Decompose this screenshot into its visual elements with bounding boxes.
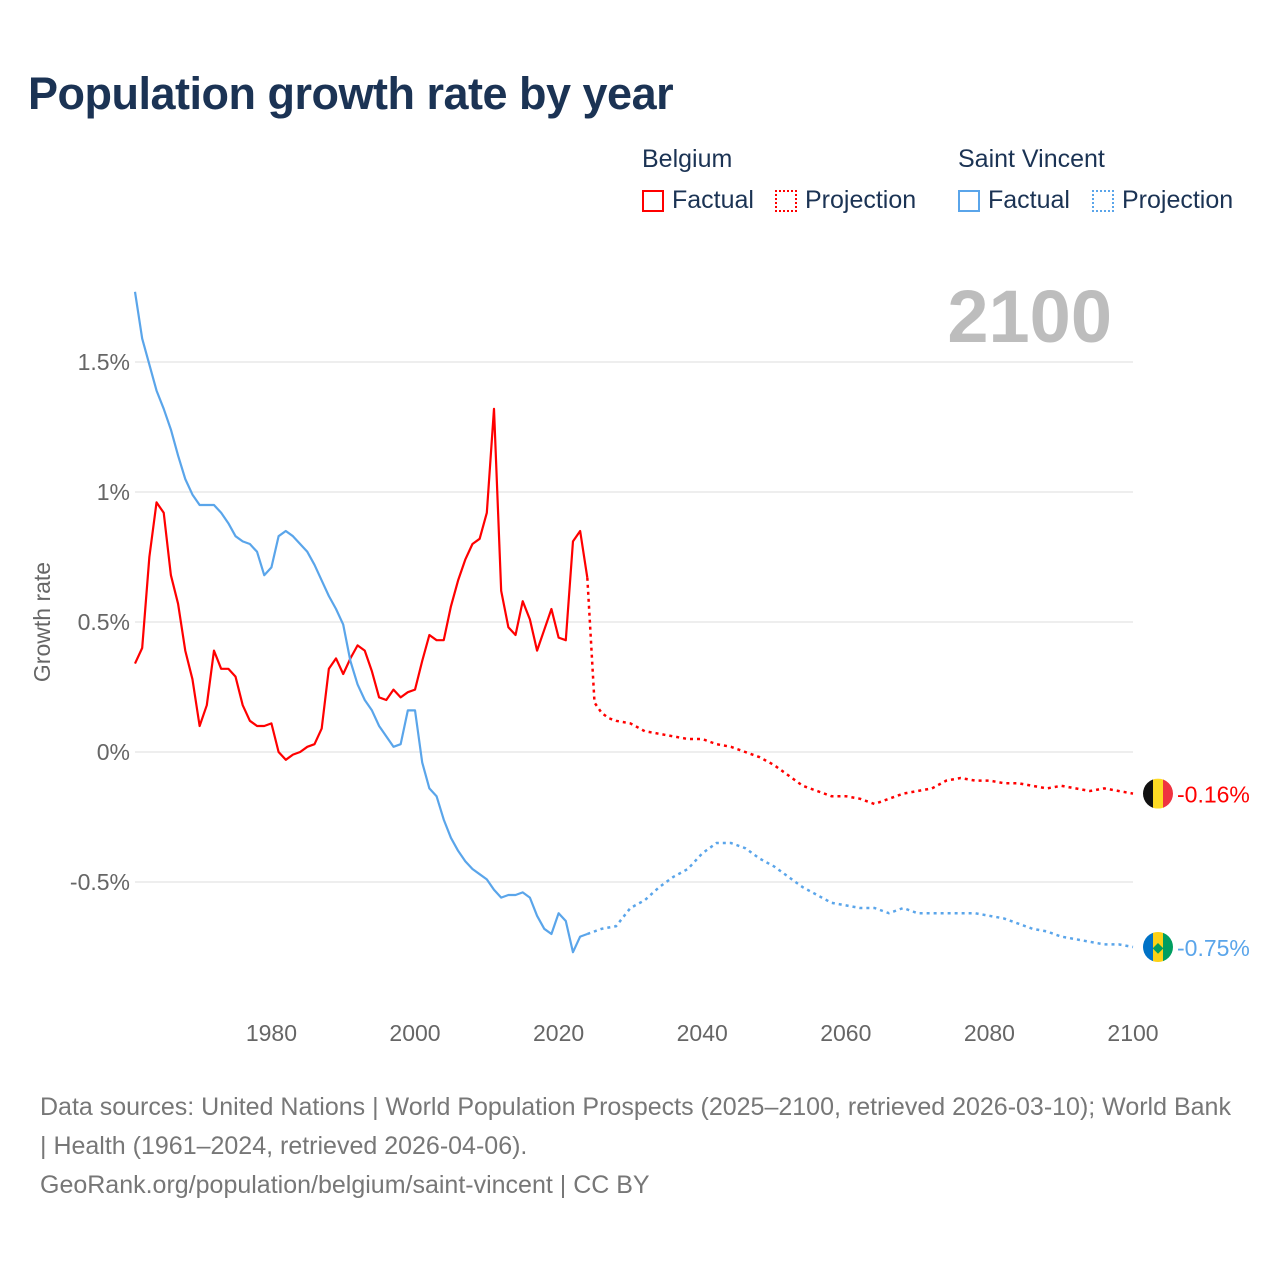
saint-vincent-end-label: -0.75%	[1177, 935, 1250, 961]
dotted-swatch-icon	[775, 189, 797, 212]
flag-stripe	[1163, 932, 1173, 962]
x-tick-label: 2060	[820, 1020, 871, 1046]
x-tick-label: 1980	[246, 1020, 297, 1046]
solid-swatch-icon	[958, 189, 980, 212]
legend-label: Factual	[988, 186, 1070, 214]
legend-belgium-factual[interactable]: Factual	[642, 186, 754, 215]
x-tick-label: 2020	[533, 1020, 584, 1046]
x-tick-label: 2080	[964, 1020, 1015, 1046]
belgium-end-label: -0.16%	[1177, 782, 1250, 808]
belgium-factual-line	[134, 407, 589, 761]
flag-stripe	[1153, 932, 1164, 962]
x-tick-label: 2040	[677, 1020, 728, 1046]
dotted-swatch-icon	[1092, 189, 1114, 212]
legend-saint-vincent-heading: Saint Vincent	[958, 145, 1105, 173]
flag-stripe	[1143, 778, 1154, 809]
y-tick-label: 0.5%	[78, 609, 130, 635]
flag-stripe	[1153, 778, 1164, 809]
solid-swatch-icon	[642, 189, 664, 212]
legend-saint-vincent-projection[interactable]: Projection	[1092, 186, 1233, 215]
y-tick-label: 0%	[97, 739, 130, 765]
x-tick-label: 2100	[1107, 1020, 1158, 1046]
legend-label: Projection	[805, 186, 917, 214]
flag-diamonds: ◆	[1153, 939, 1164, 955]
saint-vincent-factual-line	[133, 291, 588, 954]
credit-link[interactable]: GeoRank.org/population/belgium/saint-vin…	[40, 1171, 650, 1199]
legend-label: Projection	[1122, 186, 1234, 214]
data-sources: Data sources: United Nations | World Pop…	[40, 1093, 1231, 1160]
footer: Data sources: United Nations | World Pop…	[40, 1088, 1240, 1205]
y-tick-label: 1.5%	[78, 349, 130, 375]
x-tick-label: 2000	[389, 1020, 440, 1046]
y-tick-label: 1%	[97, 479, 130, 505]
y-tick-label: -0.5%	[70, 869, 130, 895]
legend-saint-vincent-factual[interactable]: Factual	[958, 186, 1070, 215]
belgium-projection-line	[586, 577, 1134, 806]
chart-title: Population growth rate by year	[28, 68, 674, 119]
y-axis-label: Growth rate	[29, 562, 55, 682]
belgium-flag-icon	[1143, 778, 1173, 809]
legend-belgium-heading: Belgium	[642, 145, 733, 173]
saint-vincent-projection-line	[586, 841, 1134, 949]
flag-stripe	[1143, 932, 1154, 962]
saint-vincent-flag-icon: ◆	[1143, 932, 1173, 962]
legend-label: Factual	[672, 186, 754, 214]
legend-belgium-projection[interactable]: Projection	[775, 186, 916, 215]
year-indicator: 2100	[947, 275, 1112, 358]
flag-stripe	[1163, 778, 1173, 809]
